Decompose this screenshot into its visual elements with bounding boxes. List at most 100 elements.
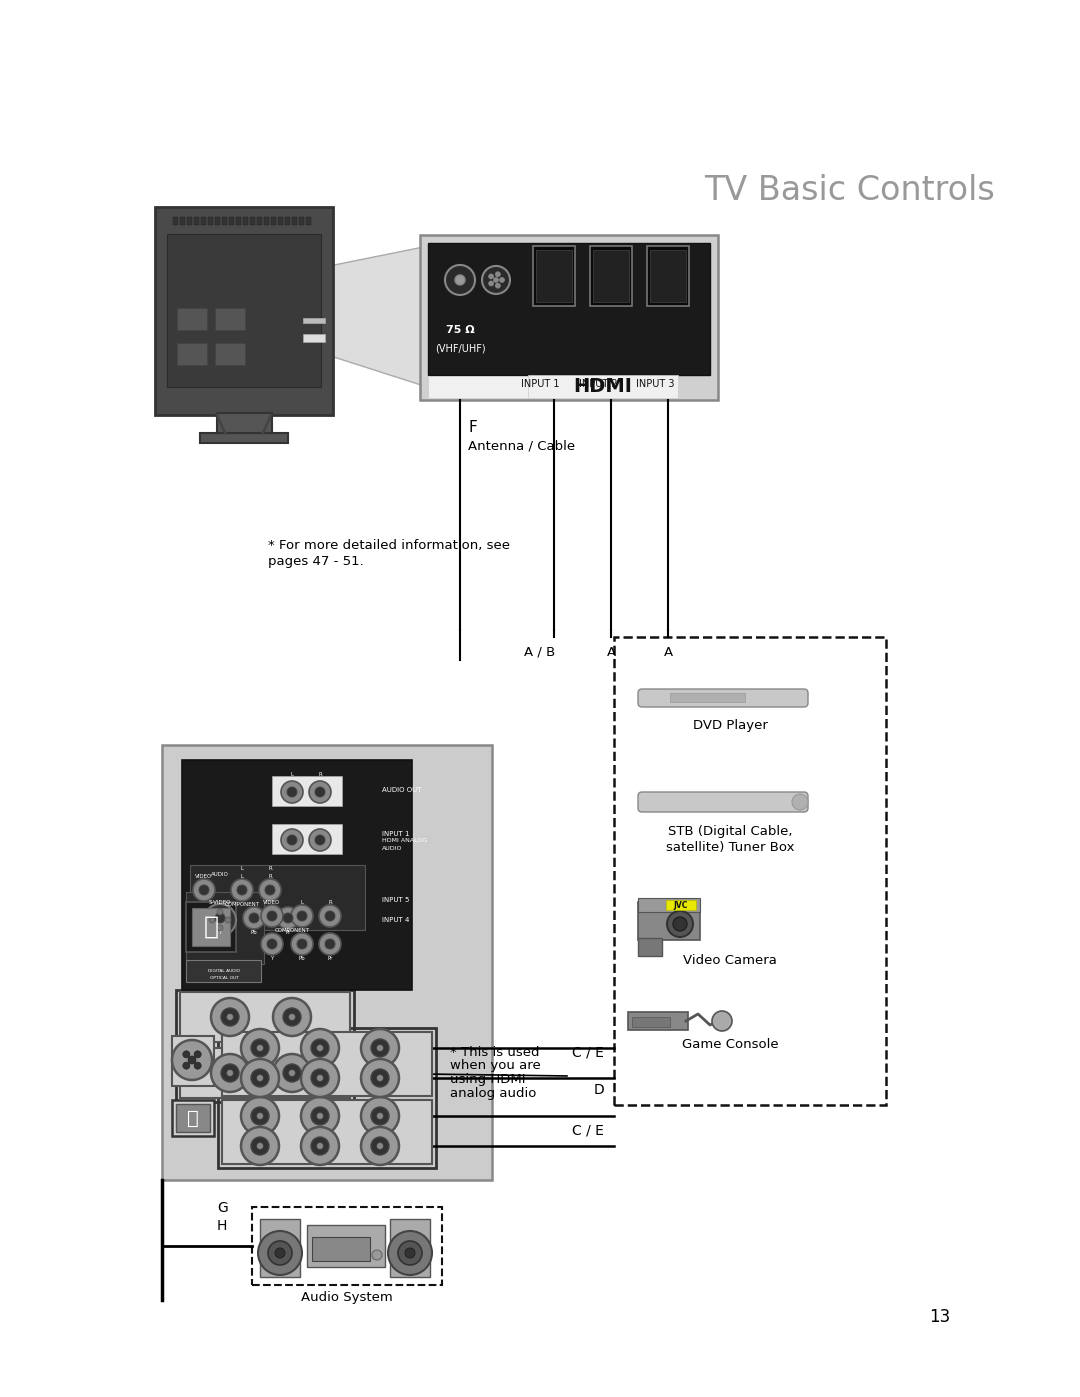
Circle shape [194, 1051, 201, 1058]
Text: DIGITAL AUDIO: DIGITAL AUDIO [208, 970, 240, 972]
Text: Pb: Pb [251, 929, 257, 935]
Text: 75 Ω: 75 Ω [446, 326, 474, 335]
Circle shape [221, 1065, 239, 1083]
Circle shape [377, 1143, 383, 1148]
Bar [218, 1028, 436, 1168]
Bar [192, 908, 230, 946]
Circle shape [311, 1039, 329, 1058]
Circle shape [289, 1070, 295, 1076]
Circle shape [673, 916, 687, 930]
Circle shape [217, 909, 222, 915]
Bar [173, 217, 178, 225]
Circle shape [241, 1059, 279, 1097]
Circle shape [297, 939, 307, 949]
Circle shape [265, 886, 275, 895]
Bar [249, 217, 255, 225]
Circle shape [257, 1113, 264, 1119]
Text: INPUT 2: INPUT 2 [579, 379, 618, 388]
Text: L: L [241, 866, 243, 870]
Circle shape [281, 828, 303, 851]
Circle shape [445, 265, 475, 295]
Circle shape [488, 281, 494, 286]
Circle shape [172, 1039, 212, 1080]
Circle shape [267, 939, 276, 949]
Text: A: A [663, 645, 673, 658]
Bar [627, 1011, 688, 1030]
Circle shape [243, 907, 265, 929]
Circle shape [291, 905, 313, 928]
Circle shape [237, 886, 247, 895]
Circle shape [257, 1076, 264, 1081]
Circle shape [257, 1143, 264, 1148]
Circle shape [204, 904, 237, 936]
Bar [172, 1037, 214, 1085]
Text: C / E: C / E [572, 1046, 604, 1060]
Circle shape [361, 1097, 399, 1134]
Text: * This is used: * This is used [450, 1045, 540, 1059]
Circle shape [291, 933, 313, 956]
Circle shape [227, 1014, 233, 1020]
Bar [180, 1048, 350, 1098]
Bar [177, 307, 207, 330]
Circle shape [301, 1097, 339, 1134]
Circle shape [281, 781, 303, 803]
Text: VIDEO: VIDEO [195, 873, 213, 879]
Circle shape [311, 1137, 329, 1155]
Circle shape [241, 1127, 279, 1165]
Bar [299, 217, 303, 225]
Text: when you are: when you are [450, 1059, 541, 1073]
Bar [647, 246, 689, 306]
Circle shape [283, 914, 293, 923]
Circle shape [309, 781, 330, 803]
Bar [156, 207, 333, 415]
Circle shape [318, 1076, 323, 1081]
Bar [303, 319, 325, 324]
Circle shape [221, 1009, 239, 1025]
Bar [650, 250, 686, 302]
Text: L: L [241, 873, 243, 879]
Circle shape [257, 1045, 264, 1051]
Text: COMPONENT: COMPONENT [225, 901, 259, 907]
Circle shape [377, 1113, 383, 1119]
Circle shape [301, 1127, 339, 1165]
Circle shape [273, 1053, 311, 1092]
Text: INPUT 4: INPUT 4 [382, 916, 409, 923]
Circle shape [405, 1248, 415, 1259]
Text: Pr: Pr [327, 956, 333, 961]
Circle shape [315, 787, 325, 798]
Bar [172, 1099, 214, 1136]
Bar [420, 235, 718, 400]
Text: A / B: A / B [525, 645, 555, 658]
Bar [237, 217, 241, 225]
Circle shape [276, 907, 299, 929]
Bar [278, 217, 283, 225]
Bar [215, 344, 245, 365]
Circle shape [372, 1069, 389, 1087]
Circle shape [287, 835, 297, 845]
Text: L: L [300, 900, 303, 904]
Circle shape [275, 1248, 285, 1259]
Circle shape [388, 1231, 432, 1275]
FancyBboxPatch shape [638, 792, 808, 812]
Bar [536, 250, 572, 302]
Circle shape [318, 1143, 323, 1148]
Text: S-VIDEO: S-VIDEO [208, 900, 231, 904]
Circle shape [667, 911, 693, 937]
Circle shape [311, 1069, 329, 1087]
Circle shape [325, 939, 335, 949]
Text: Pb: Pb [299, 956, 306, 961]
Circle shape [251, 1039, 269, 1058]
Text: HDMI ANALOG: HDMI ANALOG [382, 838, 428, 844]
Text: using HDMI: using HDMI [450, 1073, 526, 1087]
Bar [180, 992, 350, 1042]
Circle shape [225, 916, 231, 923]
Text: ⓓ: ⓓ [187, 1108, 199, 1127]
Bar [303, 334, 325, 342]
Bar [167, 235, 321, 387]
Text: G: G [217, 1201, 228, 1215]
Circle shape [210, 907, 231, 929]
Bar [176, 990, 354, 1102]
Circle shape [251, 1137, 269, 1155]
Text: 13: 13 [930, 1308, 950, 1326]
Text: * For more detailed information, see: * For more detailed information, see [268, 538, 510, 552]
